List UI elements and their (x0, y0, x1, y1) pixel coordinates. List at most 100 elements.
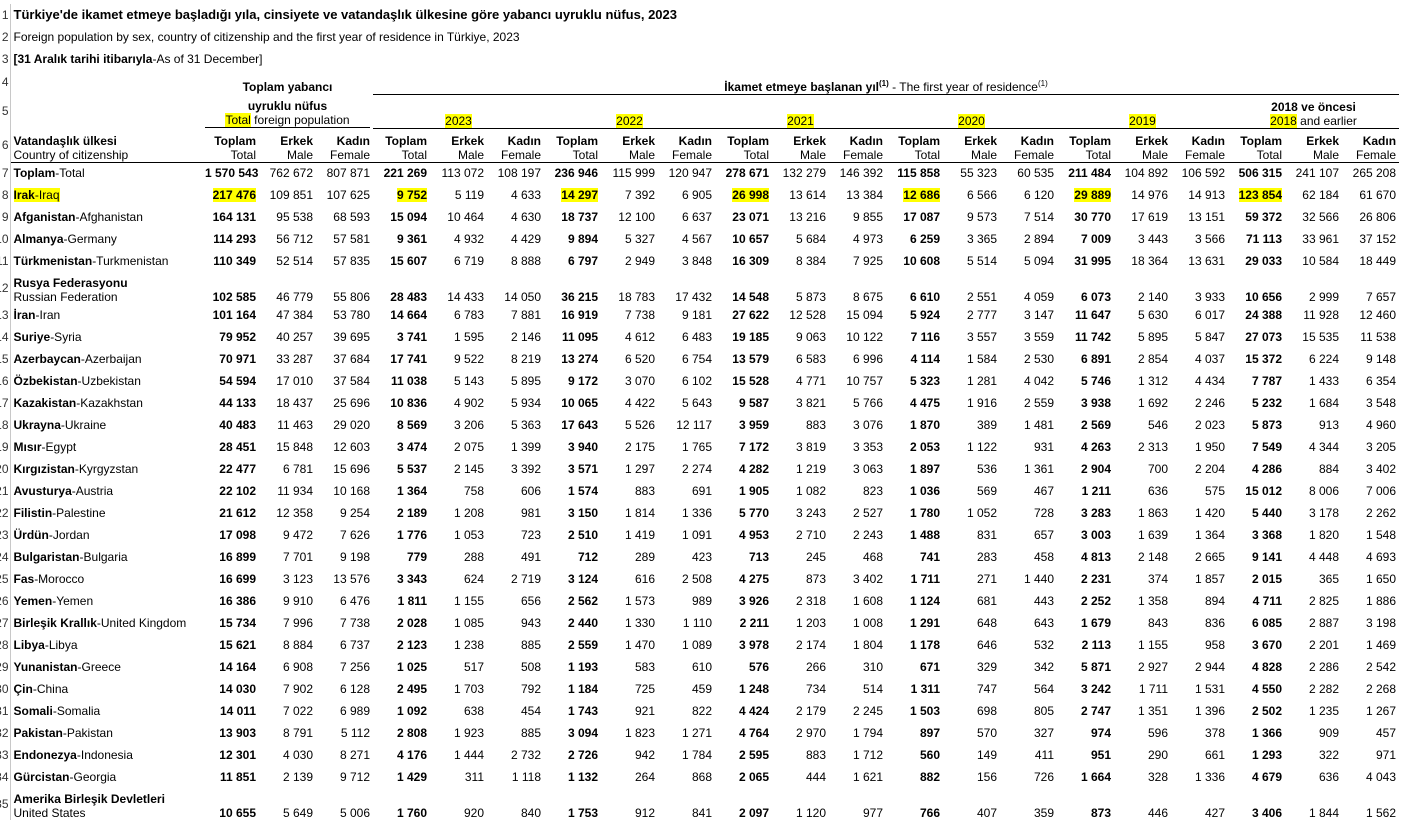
value: 4 043 (1366, 770, 1397, 784)
value-cell: 2 246 (1171, 392, 1228, 414)
value-cell: 2 887 (1285, 612, 1342, 634)
value: 656 (520, 594, 541, 608)
value: 14 030 (219, 682, 256, 696)
value: 5 873 (795, 290, 826, 304)
column-header: Kadın Female (829, 128, 886, 163)
value-cell: 5 746 (1057, 370, 1114, 392)
value-cell: 70 971 (202, 348, 259, 370)
value: 7 902 (282, 682, 313, 696)
value-cell: 95 538 (259, 206, 316, 228)
value-cell: 289 (601, 546, 658, 568)
value-cell: 10 757 (829, 370, 886, 392)
value: 1 548 (1366, 528, 1397, 542)
value: 2 113 (1081, 638, 1111, 652)
value-cell: 2 542 (1342, 656, 1399, 678)
value-cell: 841 (658, 788, 715, 820)
value: 1 082 (795, 484, 826, 498)
value-cell: 1 503 (886, 700, 943, 722)
value-cell: 4 953 (715, 524, 772, 546)
value-cell: 1 897 (886, 458, 943, 480)
value: 1 248 (738, 682, 769, 696)
value-cell: 1 297 (601, 458, 658, 480)
value: 894 (1204, 594, 1225, 608)
value-cell: 9 752 (373, 184, 430, 206)
value-cell: 8 006 (1285, 480, 1342, 502)
value-cell: 10 168 (316, 480, 373, 502)
value-cell: 831 (943, 524, 1000, 546)
value: 747 (976, 682, 997, 696)
value-cell: 10 584 (1285, 250, 1342, 272)
value: 3 821 (795, 396, 826, 410)
value: 7 925 (852, 254, 883, 268)
value: 10 065 (561, 396, 598, 410)
value: 1 291 (909, 616, 940, 630)
country-name: Toplam-Total (10, 162, 202, 184)
value-cell: 2 999 (1285, 272, 1342, 304)
value: 15 012 (1245, 484, 1282, 498)
value: 726 (1033, 770, 1054, 784)
total-group-header: Toplam yabancı (242, 80, 333, 94)
value: 636 (1147, 484, 1168, 498)
value-cell: 1 085 (430, 612, 487, 634)
value-cell: 1 433 (1285, 370, 1342, 392)
value-cell: 1 091 (658, 524, 715, 546)
value-cell: 6 017 (1171, 304, 1228, 326)
value-cell: 6 891 (1057, 348, 1114, 370)
sheet-row: 2 Foreign population by sex, country of c… (0, 26, 1399, 48)
value: 389 (976, 418, 997, 432)
value: 15 094 (846, 308, 883, 322)
value: 6 102 (681, 374, 712, 388)
value-cell: 1 870 (886, 414, 943, 436)
value-cell: 29 889 (1057, 184, 1114, 206)
value-cell: 2 595 (715, 744, 772, 766)
value: 2 719 (510, 572, 541, 586)
value: 2 904 (1080, 462, 1111, 476)
value-cell: 726 (1000, 766, 1057, 788)
value: 7 738 (624, 308, 655, 322)
date-note-rest: -As of 31 December] (152, 52, 263, 66)
country-en: -Azerbaijan (80, 352, 142, 366)
value: 1 358 (1137, 594, 1168, 608)
value: 2 894 (1023, 232, 1054, 246)
value-cell: 17 619 (1114, 206, 1171, 228)
value-cell: 18 783 (601, 272, 658, 304)
value: 4 953 (738, 528, 769, 542)
value: 33 287 (276, 352, 313, 366)
value-cell: 883 (772, 744, 829, 766)
value: 37 684 (333, 352, 370, 366)
value: 70 971 (219, 352, 256, 366)
value-cell: 2 053 (886, 436, 943, 458)
value: 3 070 (624, 374, 655, 388)
value: 7 009 (1080, 232, 1111, 246)
value-cell: 713 (715, 546, 772, 568)
value: 2 949 (624, 254, 655, 268)
value: 1 692 (1137, 396, 1168, 410)
row-number: 7 (0, 162, 11, 184)
row-number: 11 (0, 250, 11, 272)
value-cell: 14 050 (487, 272, 544, 304)
country-tr: Avusturya (13, 484, 72, 498)
column-header-en: Total (401, 147, 427, 162)
value-cell: 23 071 (715, 206, 772, 228)
value: 1 784 (681, 748, 712, 762)
country-tr: Filistin (13, 506, 53, 520)
value-cell: 3 933 (1171, 272, 1228, 304)
value: 2 313 (1137, 440, 1168, 454)
value-cell: 31 995 (1057, 250, 1114, 272)
value-cell: 7 392 (601, 184, 658, 206)
value-cell: 3 063 (829, 458, 886, 480)
row-number: 1 (0, 4, 11, 26)
value: 6 520 (624, 352, 655, 366)
value-cell: 4 973 (829, 228, 886, 250)
value: 1 118 (511, 770, 541, 784)
value: 288 (463, 550, 484, 564)
value-cell: 5 649 (259, 788, 316, 820)
value-cell: 657 (1000, 524, 1057, 546)
value: 9 522 (453, 352, 484, 366)
value-cell: 17 432 (658, 272, 715, 304)
sheet-row: 25Fas-Morocco 16 699 3 123 13 576 3 343 624 2 … (0, 568, 1399, 590)
value-cell: 3 406 (1228, 788, 1285, 820)
value: 1 091 (681, 528, 712, 542)
value: 4 679 (1251, 770, 1282, 784)
